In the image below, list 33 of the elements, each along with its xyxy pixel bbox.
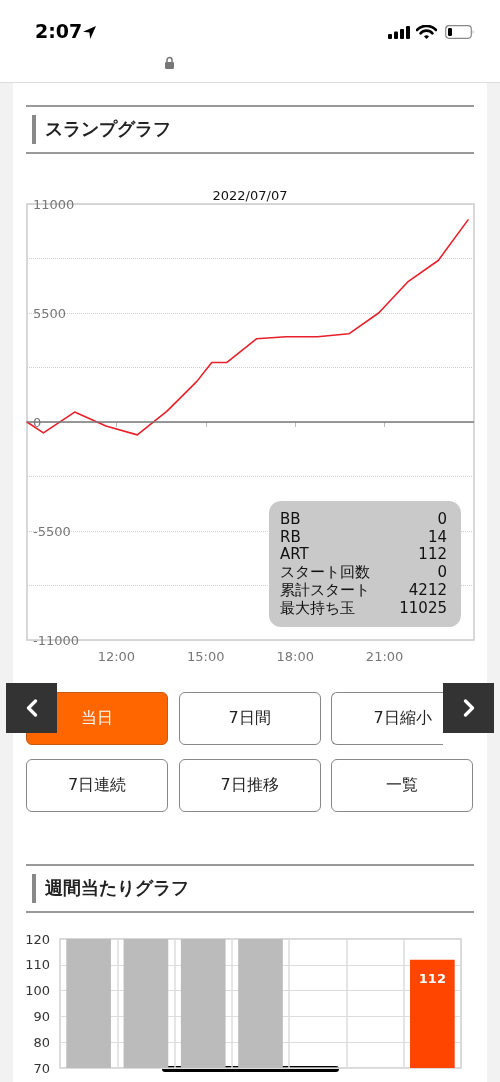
x-tick-label: 15:00: [187, 649, 225, 664]
tab-button[interactable]: 一覧: [331, 759, 473, 812]
y-tick-label: 110: [25, 957, 50, 973]
y-tick-label: 5500: [33, 305, 67, 321]
y-tick-label: 90: [33, 1008, 50, 1024]
next-button[interactable]: [443, 683, 494, 733]
text: 最大持ち玉 11025: [280, 598, 447, 617]
tab-button[interactable]: 7日推移: [178, 759, 321, 812]
text: 累計スタート 4212: [280, 580, 447, 599]
chart-subtitle: 2022/07/07: [212, 188, 288, 203]
line-series: [26, 219, 469, 436]
y-tick-label: 120: [25, 931, 50, 947]
y-tick-label: 11000: [33, 196, 75, 212]
tab-button[interactable]: 7日間: [178, 692, 321, 745]
chart-title: スランプグラフ: [45, 117, 171, 141]
text: RB 14: [280, 527, 447, 546]
chart-title: 週間当たりグラフ: [45, 876, 189, 900]
text: スタート回数 0: [280, 563, 447, 582]
y-tick-label: 80: [33, 1034, 50, 1050]
y-tick-label: -5500: [33, 523, 71, 539]
tab-button[interactable]: 7日連続: [26, 759, 168, 812]
x-tick-label: 12:00: [97, 649, 136, 664]
y-tick-label: 70: [33, 1060, 50, 1076]
text: ART 112: [280, 545, 447, 564]
text: 2:07: [35, 19, 83, 43]
previous-button[interactable]: [6, 683, 57, 733]
tab-button[interactable]: 7日縮小: [331, 692, 443, 745]
y-tick-label: -11000: [33, 632, 80, 648]
y-tick-label: 100: [25, 983, 50, 999]
x-tick-label: 18:00: [276, 649, 314, 664]
data-label: 112: [418, 970, 446, 986]
x-tick-label: 21:00: [365, 649, 404, 664]
text: BB 0: [280, 510, 447, 528]
